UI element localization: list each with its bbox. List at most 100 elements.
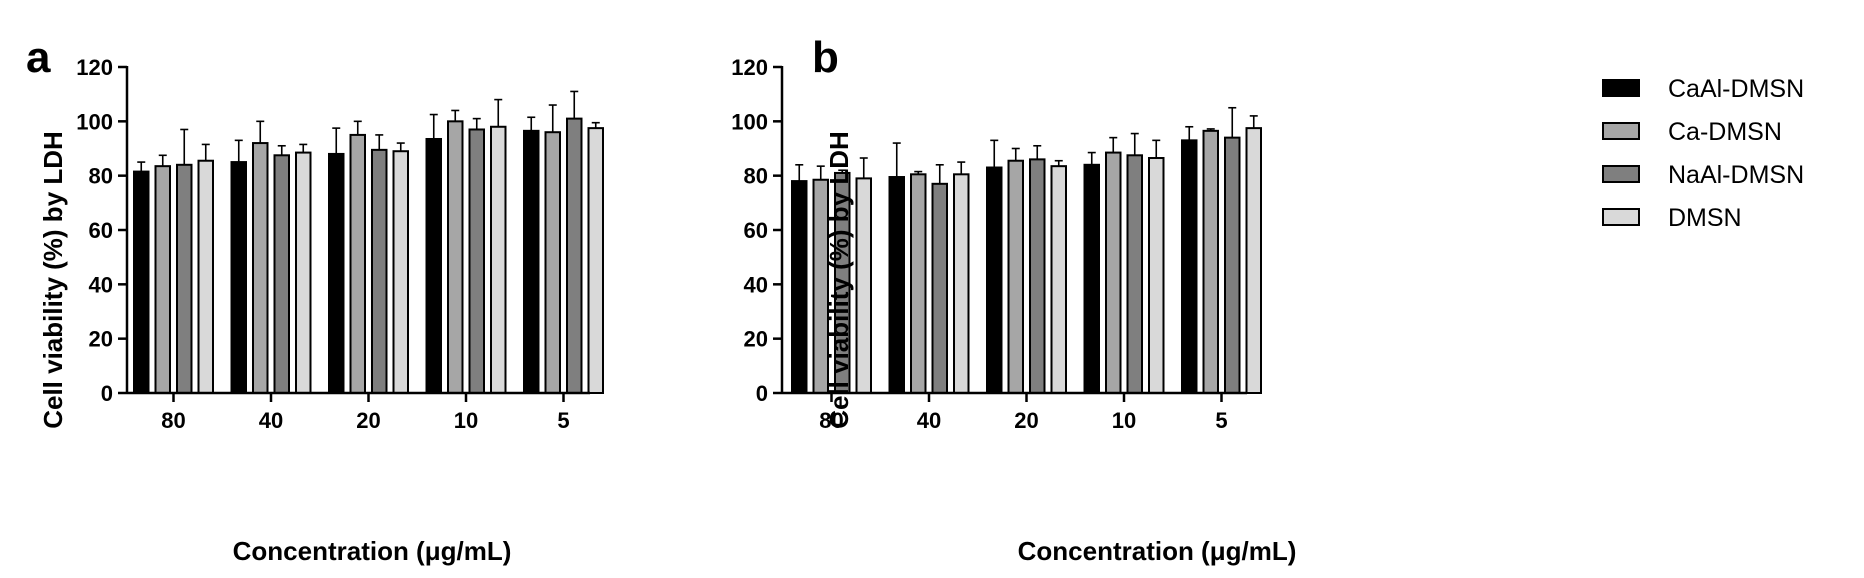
bar-a-4-3	[392, 150, 409, 394]
x-tick-label-b-1: 80	[819, 408, 843, 433]
legend-swatch-1	[1602, 79, 1640, 97]
y-tick-label-a-1: 0	[101, 381, 113, 406]
y-tick-label-a-3: 40	[89, 272, 113, 297]
bar-b-2-4	[1105, 151, 1122, 394]
bar-b-1-2	[888, 176, 905, 394]
x-tick-label-a-3: 20	[356, 408, 380, 433]
x-tick-label-a-5: 5	[557, 408, 569, 433]
bar-a-1-3	[328, 152, 345, 394]
y-tick-label-b-2: 20	[744, 327, 768, 352]
x-tick-label-b-2: 40	[917, 408, 941, 433]
panel-b-y-axis-title: Cell viability (%) by LDH	[824, 131, 854, 429]
error-bar-a-1-4	[429, 113, 438, 139]
legend: CaAl-DMSN Ca-DMSN NaAl-DMSN DMSN	[1602, 75, 1804, 232]
bar-a-2-3	[349, 133, 366, 395]
error-bar-b-3-5	[1228, 106, 1237, 138]
error-bar-a-4-2	[299, 143, 308, 153]
error-bar-b-2-4	[1109, 136, 1118, 153]
bar-a-2-5	[544, 131, 561, 394]
bar-b-4-4	[1148, 157, 1165, 394]
x-tick-label-b-3: 20	[1014, 408, 1038, 433]
legend-swatch-4	[1602, 208, 1640, 226]
panel-a-x-axis-title: Concentration (μg/mL)	[233, 536, 512, 566]
panel-a: a 0 20 40 60 80 100 120 80 40 20 10 5 Cell viabilit…	[26, 33, 604, 566]
bar-b-1-4	[1083, 163, 1100, 394]
error-bar-b-2-2	[914, 170, 923, 175]
error-bar-b-1-1	[795, 164, 804, 182]
x-tick-label-b-4: 10	[1112, 408, 1136, 433]
bar-a-3-4	[468, 128, 485, 394]
bar-b-4-5	[1245, 127, 1262, 394]
error-bar-b-3-4	[1130, 132, 1139, 156]
y-tick-label-b-1: 0	[756, 381, 768, 406]
legend-swatch-2	[1602, 122, 1640, 140]
bar-b-3-2	[931, 182, 948, 394]
error-bar-b-1-2	[892, 142, 901, 178]
error-bar-b-1-5	[1185, 125, 1194, 141]
x-tick-label-a-2: 40	[259, 408, 283, 433]
legend-label-4: DMSN	[1668, 204, 1742, 232]
panel-b-x-axis-title: Concentration (μg/mL)	[1018, 536, 1297, 566]
y-tick-label-b-3: 40	[744, 272, 768, 297]
bar-b-3-3	[1029, 158, 1046, 394]
bar-a-1-5	[523, 129, 540, 394]
error-bar-a-4-5	[591, 121, 600, 129]
bar-a-2-1	[154, 165, 171, 394]
y-tick-label-a-6: 100	[76, 109, 113, 134]
bar-b-1-5	[1181, 139, 1198, 394]
bar-a-2-2	[252, 142, 269, 394]
error-bar-a-3-1	[180, 128, 189, 165]
y-tick-label-a-5: 80	[89, 164, 113, 189]
error-bar-b-2-5	[1206, 128, 1215, 131]
bar-b-4-2	[953, 173, 970, 394]
y-tick-label-a-2: 20	[89, 327, 113, 352]
error-bar-a-4-1	[201, 143, 210, 161]
y-tick-label-b-6: 100	[731, 109, 768, 134]
bar-b-1-1	[791, 180, 808, 394]
error-bar-b-3-2	[935, 164, 944, 184]
bar-a-1-4	[425, 137, 442, 394]
error-bar-b-4-2	[957, 161, 966, 175]
error-bar-a-2-3	[353, 120, 362, 135]
bar-a-4-4	[490, 125, 507, 395]
error-bar-a-4-4	[494, 98, 503, 127]
panel-b-letter: b	[812, 33, 839, 82]
error-bar-b-1-4	[1087, 151, 1096, 165]
bar-a-3-1	[176, 163, 193, 394]
error-bar-a-3-2	[277, 144, 286, 156]
panel-a-letter: a	[26, 33, 51, 82]
panel-b: b 0 20 40 60 80 100 120 80 40 20 10 5 Cell viabilit…	[731, 33, 1296, 566]
error-bar-b-3-1	[838, 169, 847, 173]
error-bar-a-2-5	[548, 104, 557, 133]
bar-b-3-4	[1126, 154, 1143, 394]
error-bar-b-3-3	[1033, 144, 1042, 160]
bar-a-3-2	[273, 154, 290, 394]
bar-b-4-3	[1050, 165, 1067, 394]
bar-b-2-2	[910, 173, 927, 394]
bar-b-2-5	[1202, 129, 1219, 394]
bar-a-3-5	[566, 117, 583, 394]
error-bar-a-2-4	[451, 109, 460, 122]
bar-a-4-2	[295, 151, 312, 394]
error-bar-a-3-3	[375, 134, 384, 150]
bar-b-4-1	[855, 177, 872, 394]
error-bar-a-3-4	[472, 117, 481, 130]
error-bar-a-4-3	[396, 142, 405, 152]
bar-a-1-2	[230, 161, 247, 394]
x-tick-label-a-1: 80	[161, 408, 185, 433]
panel-b-plot: 0 20 40 60 80 100 120 80 40 20 10 5	[731, 55, 1262, 433]
error-bar-a-1-1	[137, 161, 146, 172]
bar-b-2-3	[1007, 159, 1024, 394]
bar-a-4-5	[587, 127, 604, 394]
error-bar-b-4-1	[859, 157, 868, 179]
bar-b-1-3	[986, 166, 1003, 394]
panel-a-plot: 0 20 40 60 80 100 120 80 40 20 10 5	[76, 55, 604, 433]
y-tick-label-a-4: 60	[89, 218, 113, 243]
error-bar-a-3-5	[570, 90, 579, 119]
bar-a-3-3	[371, 148, 388, 394]
error-bar-b-4-4	[1152, 139, 1161, 159]
legend-swatch-3	[1602, 165, 1640, 183]
error-bar-b-4-5	[1249, 115, 1258, 129]
error-bar-a-1-2	[234, 139, 243, 163]
